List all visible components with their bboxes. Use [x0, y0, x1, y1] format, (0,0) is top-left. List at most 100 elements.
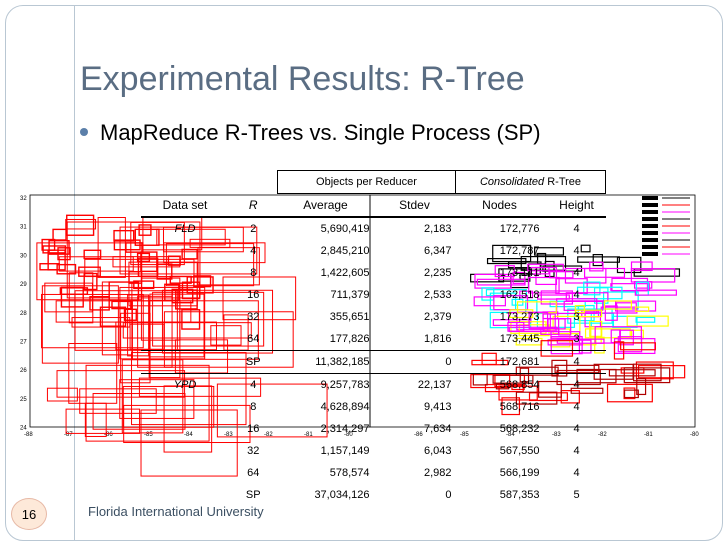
left-plot-mbr-rect: [210, 325, 242, 346]
right-plot-mbr-rect: [528, 311, 549, 330]
height-cell: 4: [573, 245, 580, 257]
right-plot-mbr-rect: [630, 268, 676, 283]
right-plot-mbr-rect: [515, 337, 543, 346]
right-plot-mbr-rect: [617, 336, 643, 353]
left-plot-mbr-rect: [122, 322, 252, 339]
height-cell: 4: [573, 223, 580, 235]
left-plot-mbr-rect: [60, 286, 84, 308]
right-plot-mbr-rect: [501, 397, 521, 416]
height-cell: 4: [573, 423, 580, 435]
left-plot-mbr-rect: [128, 261, 198, 307]
left-plot-mbr-rect: [123, 308, 137, 321]
left-plot-y-tick-label: 32: [20, 196, 27, 202]
right-plot-mbr-rect: [623, 367, 671, 384]
consolidated-rtree-header: Consolidated R-Tree: [455, 170, 606, 194]
right-plot-legend-label-block: [642, 196, 658, 200]
bullet-icon: [80, 128, 88, 137]
average-cell: 37,034,126: [314, 489, 370, 501]
table-row: 4 2,845,210 6,347 172,787 4: [141, 240, 606, 262]
nodes-cell: 567,550: [499, 445, 540, 457]
right-plot-mbr-rect: [636, 377, 647, 396]
stdev-cell: 2,235: [423, 267, 452, 279]
right-plot-mbr-rect: [518, 324, 550, 337]
nodes-cell: 568,854: [455, 373, 548, 396]
left-plot-mbr-rect: [108, 281, 140, 301]
right-plot-mbr-rect: [575, 309, 603, 318]
left-plot-mbr-rect: [65, 408, 141, 434]
nodes-cell: 173,273: [499, 311, 540, 323]
dataset-cell: [141, 306, 229, 328]
left-plot-mbr-rect: [39, 263, 60, 271]
right-plot-mbr-rect: [623, 389, 639, 399]
bullet-item: MapReduce R-Trees vs. Single Process (SP…: [80, 120, 541, 146]
left-plot-y-tick-label: 30: [20, 253, 27, 259]
table-row: 8 1,422,605 2,235 173,141 4: [141, 262, 606, 284]
dataset-cell: [141, 418, 229, 440]
left-plot-mbr-rect: [79, 388, 157, 414]
left-plot-mbr-rect: [175, 289, 198, 310]
average-cell: 177,826: [329, 333, 370, 345]
nodes-cell: 162,518: [499, 289, 540, 301]
left-plot-mbr-rect: [41, 238, 56, 251]
left-plot-mbr-rect: [46, 387, 78, 402]
average-cell: 711,379: [330, 289, 370, 301]
left-plot-mbr-rect: [140, 251, 158, 273]
table-group-header-row: Objects per Reducer Consolidated R-Tree: [141, 170, 606, 194]
r-cell: 4: [250, 245, 257, 257]
left-plot-mbr-rect: [65, 218, 97, 230]
stdev-cell: 1,816: [423, 333, 452, 345]
left-plot-x-tick-label: -87: [64, 432, 73, 438]
left-plot-mbr-rect: [125, 242, 144, 253]
right-plot-mbr-rect: [634, 289, 677, 296]
right-plot-mbr-rect: [619, 329, 634, 346]
dataset-cell: [141, 440, 229, 462]
right-plot-legend-label-block: [642, 231, 658, 235]
left-plot-y-tick-label: 31: [20, 225, 27, 231]
left-plot-mbr-rect: [134, 228, 160, 246]
table-row: 32 355,651 2,379 173,273 3: [141, 306, 606, 328]
height-cell: 4: [573, 401, 580, 413]
right-plot-mbr-rect: [613, 341, 625, 360]
right-plot-mbr-rect: [564, 267, 607, 284]
objects-per-reducer-header: Objects per Reducer: [277, 170, 456, 194]
average-cell: 1,422,605: [320, 267, 370, 279]
nodes-cell: 172,776: [499, 223, 540, 235]
dataset-cell: [141, 350, 229, 374]
left-plot-mbr-rect: [193, 275, 212, 288]
average-cell: 4,628,894: [320, 401, 370, 413]
nodes-cell: 568,232: [499, 423, 540, 435]
right-plot-x-tick-label: -81: [644, 432, 653, 438]
footer-text: Florida International University: [88, 504, 264, 519]
left-plot-mbr-rect: [89, 295, 110, 311]
nodes-cell: 587,353: [499, 489, 540, 501]
right-plot-mbr-rect: [512, 271, 526, 284]
column-header-nodes: Nodes: [455, 193, 548, 218]
right-plot-x-tick-label: -86: [414, 432, 423, 438]
height-cell: 4: [573, 467, 580, 479]
right-plot-mbr-rect: [603, 300, 632, 310]
right-plot-mbr-rect: [509, 309, 534, 319]
average-cell: 578,574: [329, 467, 370, 479]
right-plot-x-tick-label: -83: [552, 432, 561, 438]
stdev-cell: 2,379: [423, 311, 452, 323]
stdev-cell: 2,533: [423, 289, 452, 301]
column-header-average: Average: [277, 193, 374, 218]
average-cell: 11,382,185: [277, 350, 374, 374]
average-cell: 9,257,783: [277, 373, 374, 396]
right-plot-mbr-rect: [592, 253, 603, 267]
r-cell: 2: [250, 223, 257, 235]
table-row: SP 37,034,126 0 587,353 5: [141, 484, 606, 506]
right-plot-mbr-rect: [528, 276, 560, 294]
table-row: 16 2,314,297 7,634 568,232 4: [141, 418, 606, 440]
table-row: SP 11,382,185 0 172,681 4: [141, 350, 606, 374]
dataset-cell: YPD: [141, 373, 229, 396]
right-plot-mbr-rect: [615, 302, 637, 310]
right-plot-legend-label-block: [642, 238, 658, 242]
stdev-cell: 22,137: [373, 373, 456, 396]
left-plot-y-tick-label: 25: [20, 397, 27, 403]
left-plot-x-tick-label: -86: [104, 432, 113, 438]
dataset-cell: [141, 484, 229, 506]
right-plot-mbr-rect: [508, 326, 558, 333]
right-plot-mbr-rect: [620, 342, 656, 351]
left-plot-mbr-rect: [68, 272, 94, 324]
